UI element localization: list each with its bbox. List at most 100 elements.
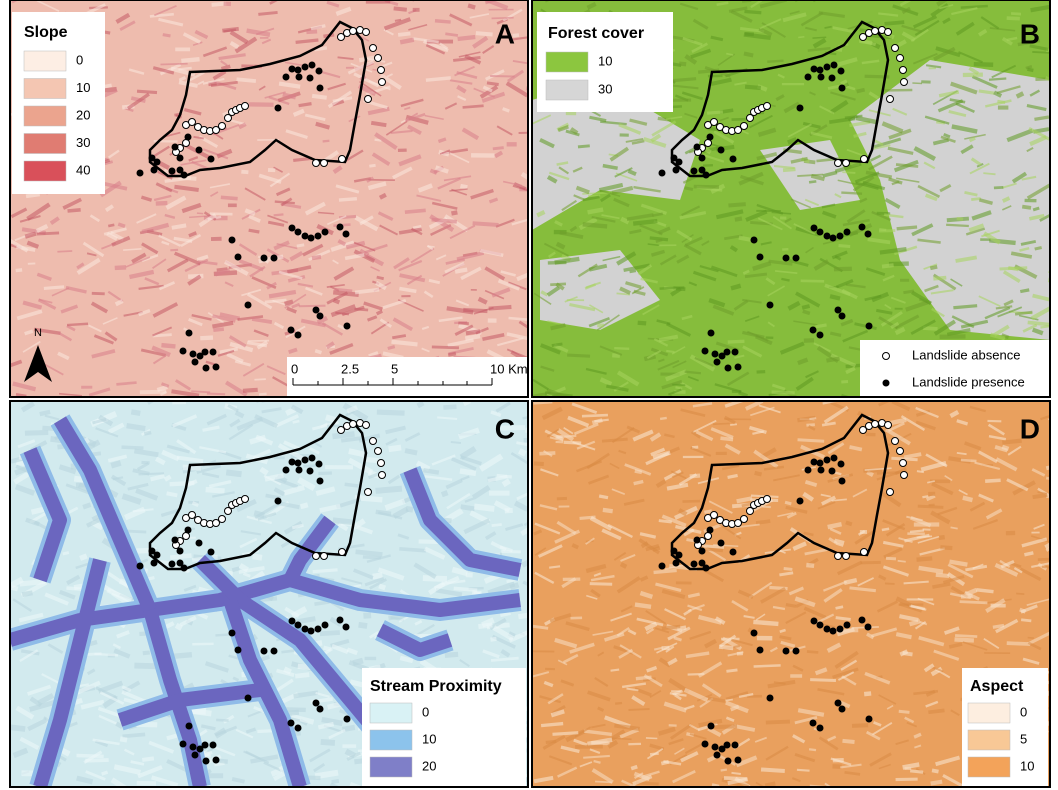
terrain-texture xyxy=(672,383,686,387)
terrain-texture xyxy=(734,523,760,529)
terrain-texture xyxy=(1041,565,1050,569)
terrain-texture xyxy=(765,745,789,761)
landslide-absence xyxy=(377,459,385,467)
terrain-texture xyxy=(923,326,938,331)
terrain-texture xyxy=(557,125,569,133)
legend-swatch xyxy=(967,729,1011,751)
terrain-texture xyxy=(539,695,562,704)
terrain-texture xyxy=(827,442,845,455)
terrain-texture xyxy=(969,405,987,413)
terrain-texture xyxy=(379,318,393,328)
stream xyxy=(143,608,207,787)
terrain-texture xyxy=(857,577,875,587)
terrain-texture xyxy=(429,168,438,175)
terrain-texture xyxy=(975,588,994,594)
terrain-texture xyxy=(358,55,376,63)
terrain-texture xyxy=(235,498,257,513)
terrain-texture xyxy=(864,467,892,471)
terrain-texture xyxy=(437,137,447,144)
terrain-texture xyxy=(435,587,463,597)
terrain-texture xyxy=(828,537,838,545)
terrain-texture xyxy=(609,146,629,162)
terrain-texture xyxy=(1032,293,1050,302)
terrain-texture xyxy=(601,214,620,220)
terrain-texture xyxy=(719,634,737,648)
terrain-texture xyxy=(847,114,858,122)
terrain-texture xyxy=(803,531,814,537)
terrain-texture xyxy=(760,241,772,246)
terrain-texture xyxy=(284,707,306,713)
terrain-texture xyxy=(539,504,558,511)
terrain-texture xyxy=(812,36,827,39)
terrain-texture xyxy=(501,478,511,488)
terrain-texture xyxy=(745,401,764,411)
terrain-texture xyxy=(684,112,698,119)
terrain-texture xyxy=(876,308,893,315)
terrain-texture xyxy=(153,4,177,17)
terrain-texture xyxy=(121,690,148,705)
terrain-texture xyxy=(1040,414,1050,421)
landslide-presence xyxy=(244,694,252,702)
terrain-texture xyxy=(685,651,710,659)
terrain-texture xyxy=(425,44,446,55)
scale-bar-label: 0 xyxy=(291,361,298,376)
terrain-texture xyxy=(39,409,51,417)
terrain-texture xyxy=(76,262,85,270)
terrain-texture xyxy=(658,334,679,343)
terrain-texture xyxy=(490,410,502,417)
terrain-texture xyxy=(161,240,170,246)
landslide-presence xyxy=(670,547,678,555)
terrain-texture xyxy=(736,496,753,504)
terrain-texture xyxy=(161,342,176,349)
terrain-texture xyxy=(651,212,664,218)
landslide-presence xyxy=(185,722,193,730)
terrain-texture xyxy=(178,175,197,181)
terrain-texture xyxy=(713,130,735,144)
terrain-texture xyxy=(699,265,719,273)
terrain-texture xyxy=(917,184,941,199)
terrain-texture xyxy=(798,35,805,39)
terrain-texture xyxy=(965,564,988,572)
landslide-absence xyxy=(182,532,190,540)
terrain-texture xyxy=(115,721,124,730)
terrain-texture xyxy=(1020,618,1032,623)
terrain-texture xyxy=(857,529,866,536)
terrain-texture xyxy=(891,456,918,462)
landslide-presence xyxy=(316,705,324,713)
terrain-texture xyxy=(210,80,238,88)
terrain-texture xyxy=(1027,67,1034,73)
terrain-texture xyxy=(774,270,798,274)
terrain-texture xyxy=(567,415,590,428)
landslide-presence xyxy=(148,154,156,162)
terrain-texture xyxy=(658,657,672,668)
terrain-texture xyxy=(445,32,459,37)
terrain-texture xyxy=(489,617,507,630)
terrain-texture xyxy=(913,146,936,161)
terrain-texture xyxy=(10,576,24,589)
landslide-presence xyxy=(804,466,812,474)
terrain-texture xyxy=(254,414,279,429)
terrain-texture xyxy=(689,733,707,740)
terrain-texture xyxy=(572,441,596,451)
terrain-texture xyxy=(393,257,410,270)
terrain-texture xyxy=(667,388,682,396)
terrain-texture xyxy=(536,209,546,218)
terrain-texture xyxy=(783,567,793,571)
landslide-presence xyxy=(176,559,184,567)
terrain-texture xyxy=(107,223,115,228)
terrain-texture xyxy=(943,626,960,635)
terrain-texture xyxy=(206,413,227,426)
terrain-texture xyxy=(57,351,70,361)
terrain-texture xyxy=(664,564,684,571)
terrain-texture xyxy=(878,763,892,770)
watershed-boundary xyxy=(148,20,368,178)
terrain-texture xyxy=(1027,636,1034,640)
terrain-texture xyxy=(114,299,124,307)
terrain-texture xyxy=(359,215,374,226)
terrain-texture xyxy=(298,102,312,108)
terrain-texture xyxy=(126,92,150,110)
landslide-presence xyxy=(713,751,721,759)
terrain-texture xyxy=(785,505,808,514)
terrain-texture xyxy=(955,255,978,263)
terrain-texture xyxy=(779,571,794,577)
